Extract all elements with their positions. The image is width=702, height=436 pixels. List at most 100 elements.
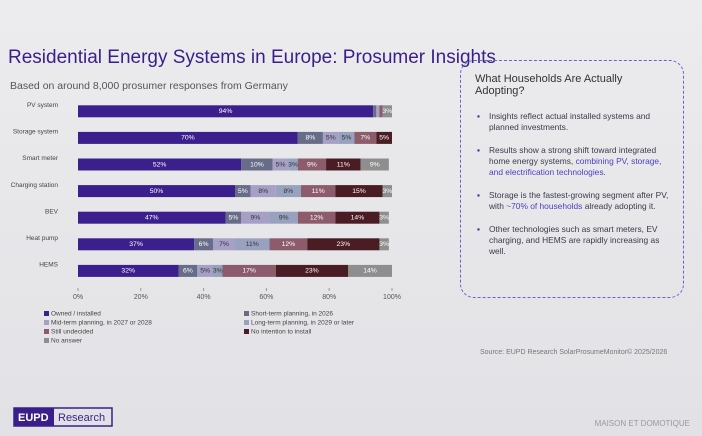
bar-segment — [235, 185, 251, 198]
data-label: 47% — [145, 214, 159, 221]
legend-swatch — [244, 311, 249, 316]
data-label: 3% — [288, 161, 298, 168]
data-label: 9% — [250, 214, 260, 221]
bar-segment — [376, 105, 380, 118]
data-label: 6% — [199, 241, 209, 248]
data-label: 32% — [121, 268, 135, 275]
bar-segment — [297, 158, 327, 171]
data-label: 3% — [213, 268, 223, 275]
bar-segment — [326, 158, 361, 171]
insight-panel: What Households Are Actually Adopting? I… — [460, 60, 684, 298]
data-label: 70% — [181, 135, 195, 142]
bullet: Results show a strong shift toward integ… — [477, 145, 669, 178]
bar-segment — [197, 264, 214, 277]
bar-segment — [178, 264, 198, 277]
bar-segment — [382, 185, 392, 198]
data-label: 14% — [351, 214, 365, 221]
bar-segment — [222, 264, 276, 277]
bullet: Storage is the fastest-growing segment a… — [477, 190, 669, 212]
data-label: 5% — [229, 214, 239, 221]
data-label: 23% — [337, 241, 351, 248]
data-label: 8% — [305, 135, 315, 142]
legend-swatch — [244, 320, 249, 325]
bar-segment — [382, 105, 392, 118]
legend-label: Long-term planning, in 2029 or later — [251, 320, 355, 327]
panel-title: What Households Are Actually Adopting? — [475, 73, 623, 97]
chart-title: Residential Energy Systems in Europe: Pr… — [8, 47, 496, 68]
category-label: Charging station — [11, 182, 59, 189]
bullet-text: Storage is the fastest-growing segment a… — [489, 190, 669, 211]
bullet-text: Other technologies such as smart meters,… — [489, 224, 660, 256]
bullet-text: ~70% of households — [506, 201, 583, 211]
legend-swatch — [44, 338, 49, 343]
logo-text: Research — [58, 412, 105, 424]
bullet: Insights reflect actual installed system… — [477, 111, 669, 133]
data-label: 5% — [379, 135, 389, 142]
bar-segment — [297, 131, 323, 144]
bullet: Other technologies such as smart meters,… — [477, 224, 669, 257]
data-label: 15% — [352, 188, 366, 195]
category-label: Storage system — [13, 129, 58, 136]
bar-segment — [307, 238, 380, 251]
bar-segment — [78, 158, 242, 171]
legend-label: Owned / installed — [51, 311, 101, 318]
category-label: PV system — [27, 102, 58, 109]
legend-label: Short-term planning, in 2026 — [251, 311, 333, 318]
data-label: 5% — [342, 135, 352, 142]
bar-segment — [379, 238, 389, 251]
data-label: 5% — [238, 188, 248, 195]
bar-segment — [213, 238, 235, 251]
category-label: Smart meter — [22, 155, 59, 162]
x-tick-label: 60% — [259, 294, 273, 301]
source: Source: EUPD Research SolarProsumeMonito… — [480, 348, 667, 356]
logo-block — [14, 408, 54, 426]
bar-segment — [269, 211, 298, 224]
bar-segment — [78, 105, 374, 118]
data-label: 5% — [276, 161, 286, 168]
bullet-list: Insights reflect actual installed system… — [475, 111, 669, 257]
legend-swatch — [44, 329, 49, 334]
data-label: 52% — [153, 161, 167, 168]
bar-segment — [78, 238, 195, 251]
bar-segment — [235, 238, 270, 251]
legend-label: No answer — [51, 338, 83, 345]
bar-segment — [78, 211, 226, 224]
data-label: 8% — [258, 188, 268, 195]
bullet-text: combining PV, storage, and electrificati… — [489, 156, 662, 177]
bar-segment — [275, 185, 301, 198]
data-label: 3% — [382, 108, 392, 115]
bar-segment — [338, 131, 355, 144]
bar-segment — [250, 185, 276, 198]
bar-segment — [322, 131, 339, 144]
data-label: 3% — [382, 188, 392, 195]
data-label: 10% — [250, 161, 264, 168]
data-label: 11% — [312, 188, 325, 195]
data-label: 7% — [360, 135, 370, 142]
bullet-text: Insights reflect actual installed system… — [489, 111, 651, 132]
bar-segment — [379, 105, 383, 118]
bar-segment — [241, 158, 273, 171]
bullet-text: Results show a strong shift toward integ… — [489, 145, 657, 166]
legend-label: Still undecided — [51, 329, 94, 336]
bar-segment — [335, 211, 380, 224]
logo-text: EUPD — [18, 412, 49, 424]
bar-segment — [335, 185, 383, 198]
bar-segment — [360, 158, 389, 171]
legend-swatch — [44, 320, 49, 325]
data-label: 7% — [219, 241, 229, 248]
bar-segment — [300, 185, 336, 198]
legend-swatch — [244, 329, 249, 334]
legend-label: Mid-term planning, in 2027 or 2028 — [51, 320, 152, 327]
bar-segment — [213, 264, 223, 277]
legend-swatch — [44, 311, 49, 316]
data-label: 11% — [337, 161, 350, 168]
data-label: 14% — [363, 268, 377, 275]
bar-segment — [78, 185, 235, 198]
bar-segment — [275, 264, 349, 277]
bar-segment — [225, 211, 242, 224]
data-label: 17% — [242, 268, 256, 275]
data-label: 3% — [379, 241, 389, 248]
data-label: 9% — [279, 214, 289, 221]
